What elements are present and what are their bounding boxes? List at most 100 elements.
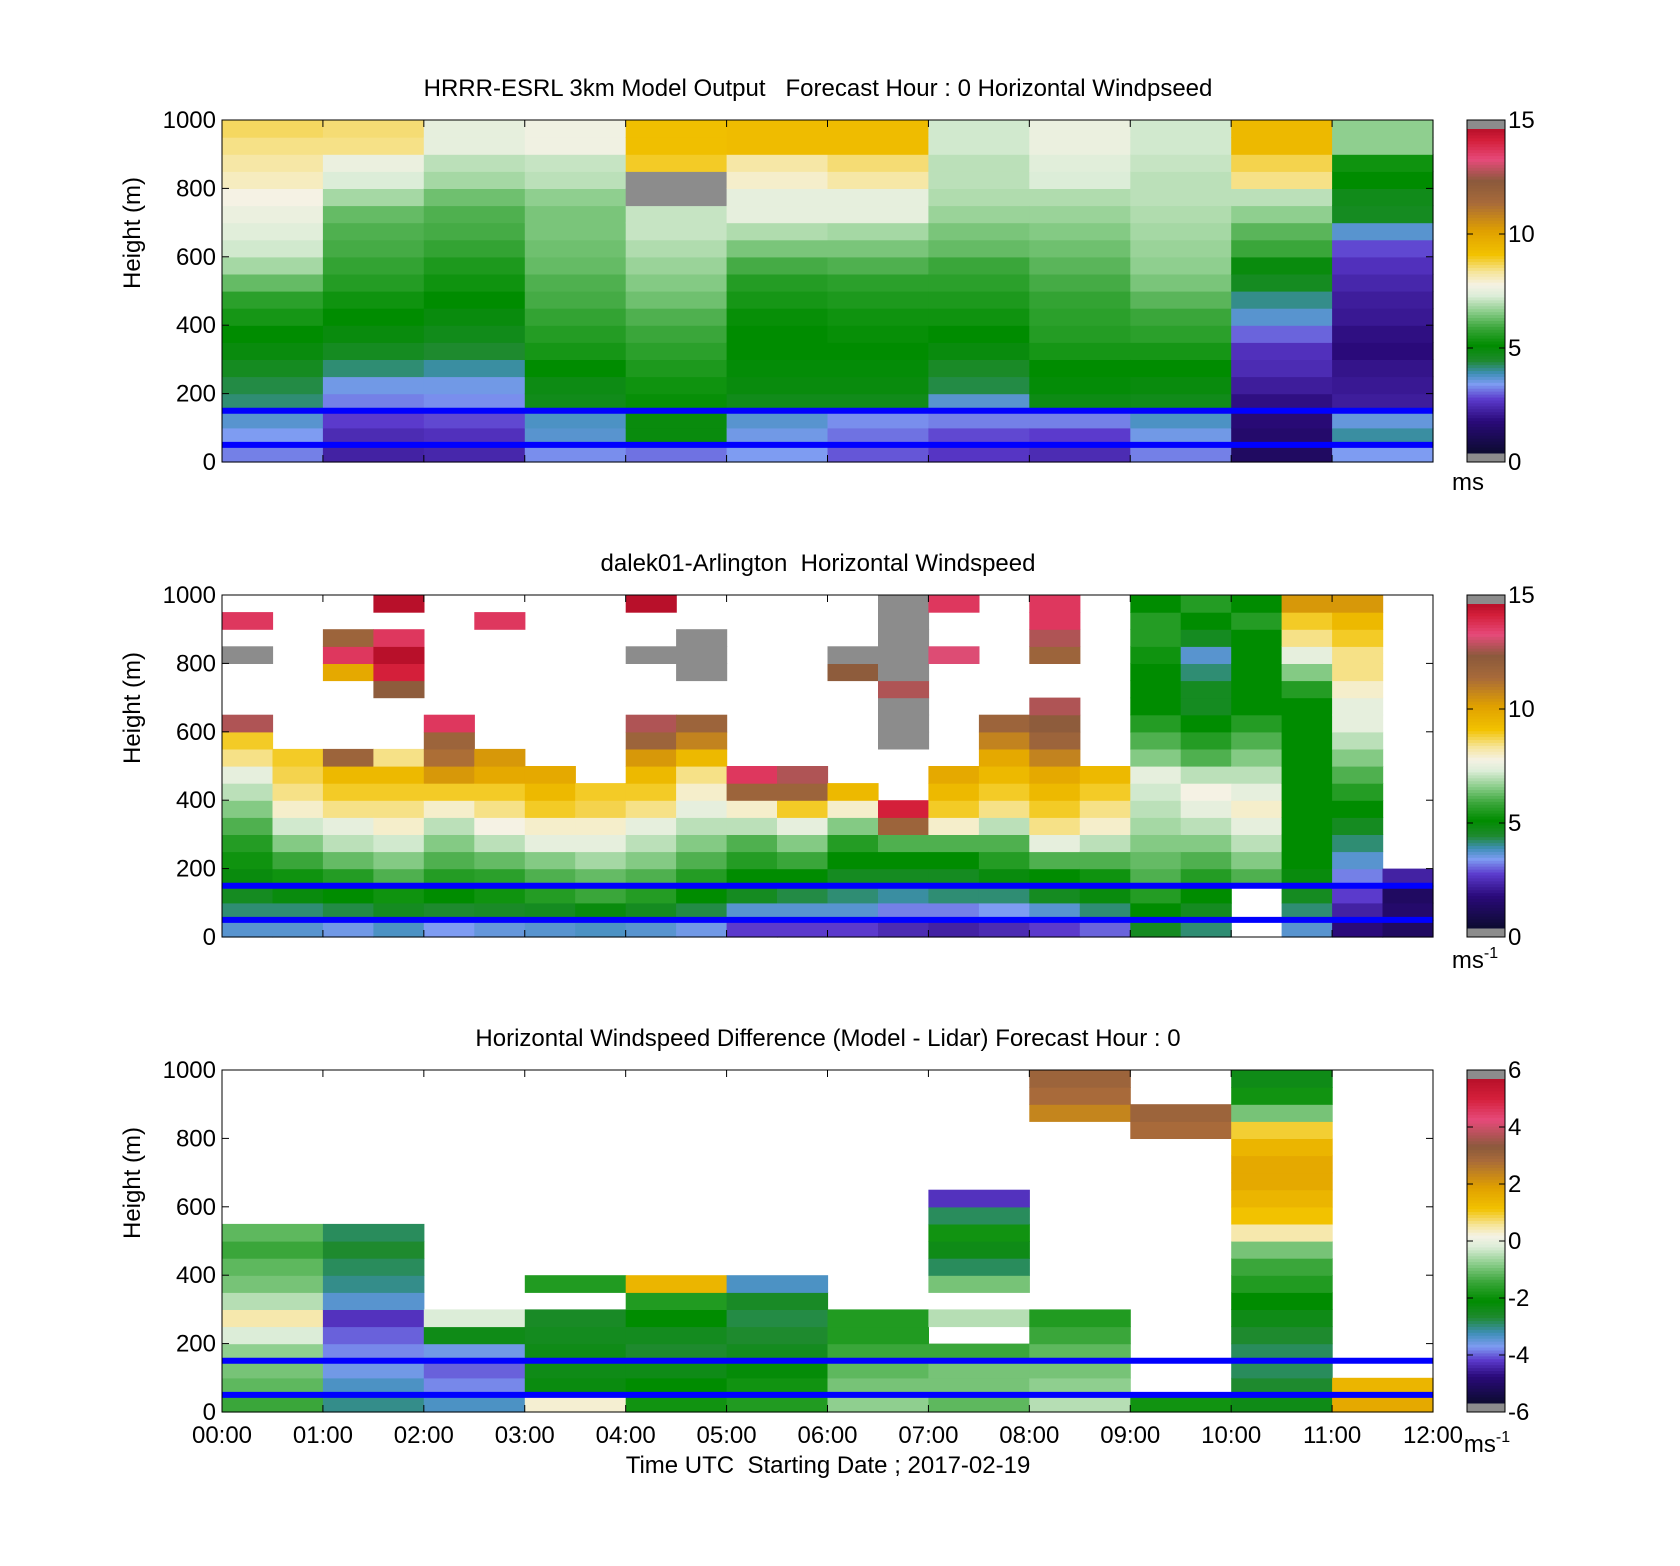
panel-lidar-cell [222, 868, 274, 887]
panel-model-output-colorbar-step [1467, 317, 1505, 321]
panel-model-output-cell [928, 325, 1030, 343]
panel-model-output-colorbar-step [1467, 182, 1505, 186]
panel-difference-xtick-label: 06:00 [797, 1422, 857, 1449]
panel-model-output-cell [928, 256, 1030, 275]
panel-lidar-cell [625, 646, 677, 664]
panel-model-output-colorbar-step [1467, 232, 1505, 236]
panel-difference-cell [1029, 1309, 1131, 1328]
panel-model-output-colorbar-step [1467, 373, 1505, 377]
panel-lidar-cell [272, 851, 324, 870]
panel-lidar-colorbar-step [1467, 677, 1505, 682]
panel-lidar-cell [1130, 800, 1182, 818]
panel-lidar-cell [575, 834, 627, 853]
panel-lidar-colorbar-step [1467, 813, 1505, 817]
panel-difference-cell [222, 1241, 324, 1259]
panel-model-output-cell [1130, 376, 1232, 395]
panel-model-output-cell [1130, 393, 1232, 412]
panel-lidar-cell [1079, 766, 1131, 784]
panel-lidar-cell [1332, 851, 1384, 870]
panel-lidar-colorbar-step [1467, 633, 1505, 637]
panel-model-output-cell [423, 308, 526, 326]
panel-lidar-cell [474, 800, 526, 818]
panel-difference-xtick-label: 11:00 [1303, 1422, 1361, 1449]
panel-difference-colorbar-step [1467, 1123, 1505, 1127]
panel-lidar-cell [978, 851, 1030, 870]
panel-model-output-cell [726, 308, 829, 326]
panel-model-output-cell [726, 239, 829, 258]
panel-model-output-cell [625, 188, 728, 207]
panel-model-output-cell [827, 273, 929, 292]
panel-model-output-colorbar-step [1467, 158, 1505, 162]
panel-difference-colorbar-step [1467, 1352, 1505, 1357]
panel-model-output-cell [423, 359, 526, 378]
panel-lidar-cell [222, 748, 274, 767]
panel-model-output-colorbar-step [1467, 196, 1505, 201]
panel-lidar-cell [322, 748, 374, 767]
panel-model-output-cell [827, 171, 929, 189]
panel-model-output-cell [524, 120, 627, 138]
panel-difference-colorbar-step [1467, 1361, 1505, 1366]
panel-difference-xtick-label: 12:00 [1403, 1422, 1463, 1449]
panel-lidar-ytick-label: 600 [176, 719, 216, 746]
panel-lidar-cell [827, 885, 879, 904]
panel-difference-colorbar-step [1467, 1317, 1505, 1322]
panel-lidar-colorbar-step [1467, 665, 1505, 670]
panel-model-output-cell [928, 427, 1030, 446]
panel-difference-cell [1231, 1104, 1333, 1122]
panel-model-output-cell [928, 376, 1030, 395]
panel-model-output-colorbar-step [1467, 187, 1505, 192]
panel-difference-cell [423, 1394, 526, 1413]
panel-lidar-cell [474, 868, 526, 887]
panel-model-output-colorbar-step [1467, 235, 1505, 239]
panel-lidar-cell [322, 919, 374, 938]
panel-lidar-cell [676, 731, 728, 750]
panel-lidar-colorbar-step [1467, 612, 1505, 617]
panel-difference-colorbar-step [1467, 1096, 1505, 1101]
panel-lidar-cell [272, 800, 324, 818]
panel-model-output-cell [423, 205, 526, 224]
panel-lidar-cell [1281, 800, 1333, 818]
panel-lidar-colorbar-step [1467, 919, 1505, 923]
panel-model-output-cell [1332, 273, 1434, 292]
panel-lidar-cell [1029, 834, 1081, 853]
panel-model-output-colorbar-step [1467, 164, 1505, 168]
panel-model-output-colorbar-step [1467, 414, 1505, 419]
panel-model-output-colorbar-step [1467, 270, 1505, 274]
panel-lidar-colorbar-step [1467, 895, 1505, 900]
panel-difference-colorbar-step [1467, 1205, 1505, 1210]
panel-difference-colorbar-step [1467, 1273, 1505, 1277]
panel-lidar-cell [625, 748, 677, 767]
panel-model-output-colorbar-step [1467, 226, 1505, 230]
panel-lidar-colorbar-step [1467, 689, 1505, 693]
panel-lidar-cell [373, 885, 425, 904]
panel-lidar-cell [726, 851, 778, 870]
panel-difference-colorbar-step [1467, 1385, 1505, 1389]
panel-model-output-colorbar-step [1467, 131, 1505, 136]
panel-lidar-cell [423, 902, 475, 921]
panel-lidar-cell [575, 885, 627, 904]
panel-model-output-colorbar-step [1467, 382, 1505, 386]
panel-model-output-cell [726, 120, 829, 138]
panel-model-output-cell [928, 393, 1030, 412]
panel-lidar-cell [423, 748, 475, 767]
panel-lidar-cell [1130, 663, 1182, 682]
panel-model-output-cell [1029, 273, 1131, 292]
panel-difference-colorbar-step [1467, 1099, 1505, 1104]
panel-model-output-cell [423, 256, 526, 275]
panel-lidar-cell [827, 868, 879, 887]
panel-model-output-colorbar-step [1467, 367, 1505, 372]
panel-lidar-cell [978, 731, 1030, 750]
panel-lidar-cell [676, 902, 728, 921]
panel-model-output-colorbar-step [1467, 399, 1505, 404]
panel-model-output-cell [222, 273, 324, 292]
panel-difference-colorbar-cap-top [1467, 1070, 1505, 1079]
panel-lidar-cell [1231, 817, 1283, 835]
panel-model-output-cell [322, 291, 425, 309]
panel-lidar-cell [625, 714, 677, 733]
panel-lidar-cell [1382, 919, 1434, 938]
panel-lidar-colorbar-step [1467, 889, 1505, 894]
panel-lidar-cell [676, 766, 728, 784]
panel-model-output-cell [625, 427, 728, 446]
panel-lidar-cell [524, 766, 576, 784]
panel-lidar-cell [1281, 766, 1333, 784]
